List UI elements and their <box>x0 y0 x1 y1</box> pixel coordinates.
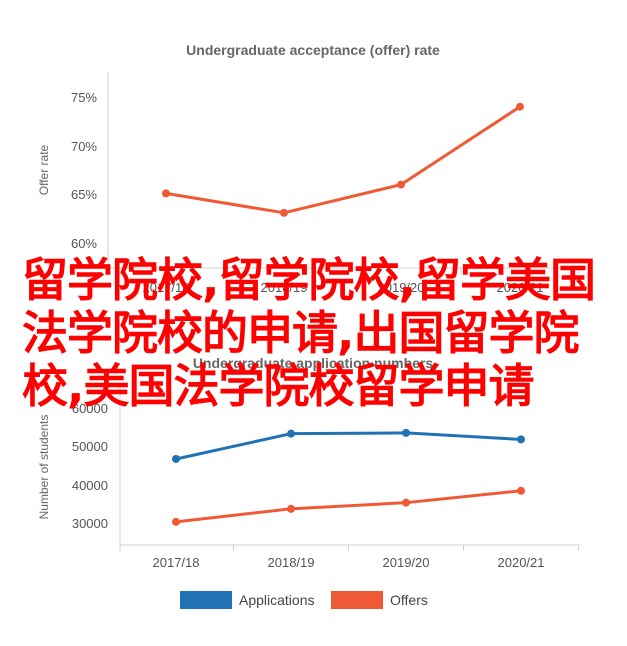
data-point <box>517 435 525 444</box>
data-point <box>516 102 524 111</box>
data-point <box>172 454 180 463</box>
data-point <box>172 517 180 526</box>
y-tick-label: 60000 <box>72 401 108 416</box>
y-tick-label: 75% <box>71 90 97 105</box>
y-tick-label: 50000 <box>72 439 108 454</box>
y-axis-title: Offer rate <box>37 144 51 195</box>
legend-label: Applications <box>239 592 315 608</box>
series-line <box>165 105 521 215</box>
y-tick-label: 70% <box>71 139 97 154</box>
x-tick-label: 2017/18 <box>153 555 200 570</box>
data-point <box>287 504 295 513</box>
chart-title: Undergraduate acceptance (offer) rate <box>186 42 440 58</box>
y-tick-label: 40000 <box>72 478 108 493</box>
data-point <box>517 486 525 495</box>
data-point <box>402 498 410 507</box>
series-line <box>175 431 522 461</box>
x-tick-label: 2018/19 <box>261 280 308 295</box>
data-point <box>397 180 405 189</box>
data-point <box>162 189 170 198</box>
legend-label: Offers <box>390 592 428 608</box>
x-tick-label: 2020/21 <box>497 280 544 295</box>
legend-swatch <box>331 591 383 609</box>
data-point <box>280 208 288 217</box>
x-tick-label: 2020/21 <box>498 555 545 570</box>
x-tick-label: 2019/20 <box>378 280 425 295</box>
data-point <box>287 429 295 438</box>
x-tick-label: 2018/19 <box>268 555 315 570</box>
chart-title: Undergraduate application numbers <box>193 355 434 371</box>
y-axis-title: Number of students <box>37 415 51 520</box>
legend-swatch <box>180 591 232 609</box>
y-tick-label: 30000 <box>72 516 108 531</box>
x-tick-label: 2019/20 <box>383 555 430 570</box>
series-line <box>175 489 522 524</box>
x-tick-label: 2017/18 <box>143 280 190 295</box>
data-point <box>402 428 410 437</box>
y-tick-label: 60% <box>71 236 97 251</box>
y-tick-label: 65% <box>71 187 97 202</box>
